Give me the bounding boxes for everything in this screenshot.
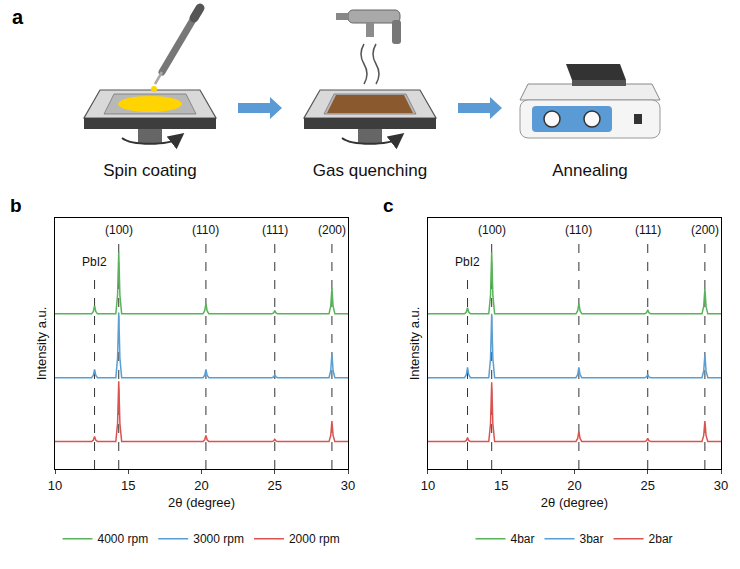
svg-text:a: a [12, 6, 24, 28]
svg-text:2θ (degree): 2θ (degree) [541, 495, 608, 510]
svg-text:30: 30 [341, 478, 355, 493]
svg-text:2000 rpm: 2000 rpm [289, 532, 340, 546]
svg-text:(200): (200) [318, 223, 346, 237]
svg-text:Intensity a.u.: Intensity a.u. [34, 307, 49, 381]
svg-text:(111): (111) [635, 223, 661, 237]
svg-text:Intensity a.u.: Intensity a.u. [407, 307, 422, 381]
svg-text:4bar: 4bar [510, 532, 534, 546]
svg-text:3000 rpm: 3000 rpm [193, 532, 244, 546]
svg-text:3bar: 3bar [580, 532, 604, 546]
svg-text:15: 15 [494, 478, 508, 493]
svg-text:(110): (110) [565, 223, 592, 237]
svg-text:10: 10 [48, 478, 62, 493]
svg-text:PbI2: PbI2 [455, 255, 480, 269]
svg-text:(110): (110) [192, 223, 219, 237]
svg-text:(111): (111) [262, 223, 288, 237]
svg-text:Spin coating: Spin coating [103, 161, 197, 180]
svg-text:c: c [383, 195, 394, 216]
svg-text:2θ (degree): 2θ (degree) [168, 495, 235, 510]
svg-text:25: 25 [641, 478, 655, 493]
svg-text:4000 rpm: 4000 rpm [98, 532, 149, 546]
svg-text:10: 10 [421, 478, 435, 493]
svg-text:PbI2: PbI2 [82, 255, 107, 269]
svg-text:2bar: 2bar [649, 532, 673, 546]
svg-text:(100): (100) [105, 223, 133, 237]
svg-text:30: 30 [714, 478, 728, 493]
svg-text:20: 20 [567, 478, 581, 493]
svg-text:15: 15 [121, 478, 135, 493]
svg-text:Gas quenching: Gas quenching [313, 161, 427, 180]
svg-text:25: 25 [268, 478, 282, 493]
svg-text:20: 20 [194, 478, 208, 493]
svg-text:Annealing: Annealing [552, 161, 628, 180]
svg-text:b: b [10, 195, 22, 216]
svg-text:(100): (100) [478, 223, 506, 237]
svg-text:(200): (200) [691, 223, 719, 237]
